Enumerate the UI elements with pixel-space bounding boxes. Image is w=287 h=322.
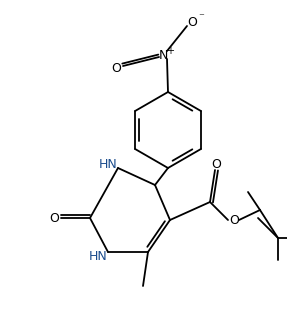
Text: O: O: [49, 212, 59, 224]
Text: O: O: [111, 62, 121, 74]
Text: O: O: [211, 157, 221, 171]
Text: N: N: [158, 49, 168, 62]
Text: ⁻: ⁻: [198, 12, 204, 22]
Text: +: +: [166, 46, 174, 56]
Text: HN: HN: [89, 250, 107, 262]
Text: O: O: [229, 213, 239, 226]
Text: HN: HN: [99, 157, 117, 171]
Text: O: O: [187, 15, 197, 29]
